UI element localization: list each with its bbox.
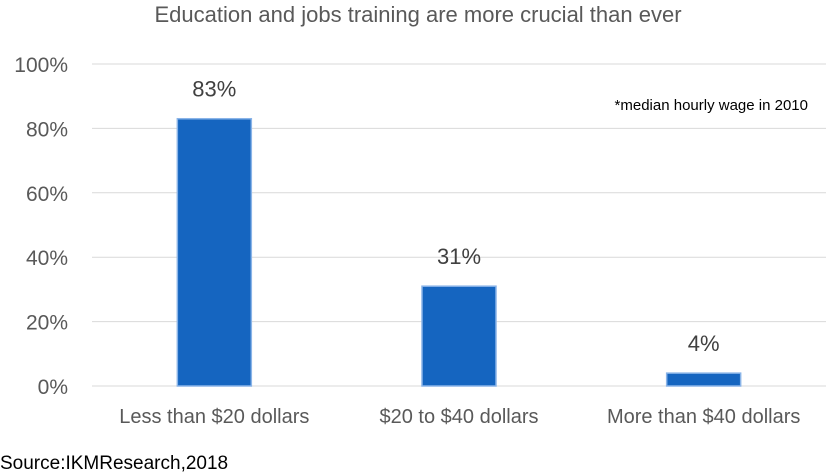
y-tick-label: 0%	[38, 376, 68, 399]
x-category-label: Less than $20 dollars	[119, 406, 309, 428]
source-note: Source:IKMResearch,2018	[0, 453, 228, 474]
data-label: 31%	[437, 244, 481, 269]
y-tick-label: 100%	[14, 54, 68, 77]
bars	[176, 117, 742, 387]
data-label: 83%	[192, 77, 236, 102]
x-axis-categories: Less than $20 dollars $20 to $40 dollars M…	[119, 406, 800, 428]
bar	[421, 285, 497, 387]
y-tick-label: 40%	[26, 247, 68, 270]
y-tick-label: 20%	[26, 312, 68, 335]
y-axis-ticks: 0% 20% 40% 60% 80% 100%	[14, 54, 68, 399]
y-tick-label: 80%	[26, 118, 68, 141]
x-category-label: $20 to $40 dollars	[379, 406, 538, 428]
chart-title: Education and jobs training are more cru…	[154, 2, 681, 27]
data-labels: 83% 31% 4%	[192, 77, 719, 356]
y-tick-label: 60%	[26, 183, 68, 206]
bar	[665, 372, 742, 387]
chart-annotation: *median hourly wage in 2010	[615, 97, 808, 114]
bar	[176, 117, 253, 387]
data-label: 4%	[688, 331, 720, 356]
x-category-label: More than $40 dollars	[607, 406, 800, 428]
